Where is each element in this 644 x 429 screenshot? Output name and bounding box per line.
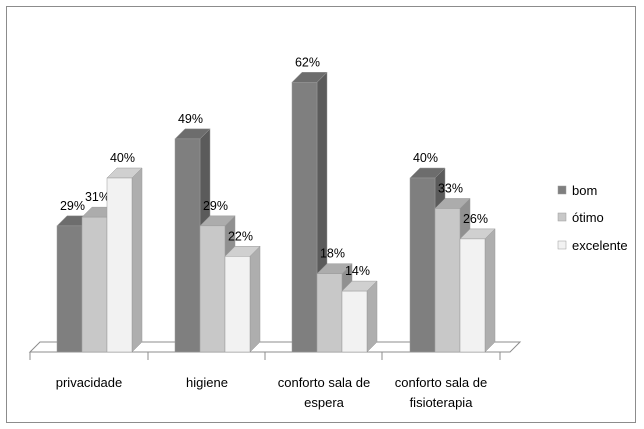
- bar-side-excelente: [131, 167, 143, 353]
- data-label: 33%: [438, 181, 463, 195]
- legend-swatch-bom: [557, 185, 567, 195]
- data-label: 22%: [228, 229, 253, 243]
- data-label: 40%: [110, 151, 135, 165]
- category-label: fisioterapia: [410, 395, 474, 410]
- category-label: privacidade: [56, 375, 123, 390]
- legend-swatch-excelente: [557, 240, 567, 250]
- data-label: 62%: [295, 55, 320, 69]
- legend-label: bom: [572, 183, 597, 198]
- category-label: espera: [304, 395, 345, 410]
- data-label: 40%: [413, 151, 438, 165]
- bar-bom: [291, 82, 318, 353]
- legend-swatch-ótimo: [557, 212, 567, 222]
- bar-excelente: [459, 238, 486, 353]
- bar-ótimo: [81, 216, 108, 353]
- bar-excelente: [224, 256, 251, 353]
- data-label: 31%: [85, 190, 110, 204]
- legend-label: ótimo: [572, 210, 604, 225]
- bar-bom: [56, 225, 83, 353]
- bar-excelente: [341, 290, 368, 353]
- category-label: conforto sala de: [395, 375, 488, 390]
- bar-ótimo: [316, 273, 343, 353]
- bar-side-excelente: [249, 245, 261, 353]
- bar-ótimo: [199, 225, 226, 353]
- bar-bom: [174, 138, 201, 353]
- data-label: 29%: [60, 199, 85, 213]
- bar-side-excelente: [484, 228, 496, 353]
- bar-side-excelente: [366, 280, 378, 353]
- legend-label: excelente: [572, 238, 628, 253]
- data-label: 14%: [345, 264, 370, 278]
- data-label: 29%: [203, 199, 228, 213]
- category-label: conforto sala de: [278, 375, 371, 390]
- data-label: 26%: [463, 212, 488, 226]
- bar-ótimo: [434, 208, 461, 353]
- category-label: higiene: [186, 375, 228, 390]
- data-label: 18%: [320, 247, 345, 261]
- bar-bom: [409, 177, 436, 353]
- data-label: 49%: [178, 112, 203, 126]
- bar-excelente: [106, 177, 133, 353]
